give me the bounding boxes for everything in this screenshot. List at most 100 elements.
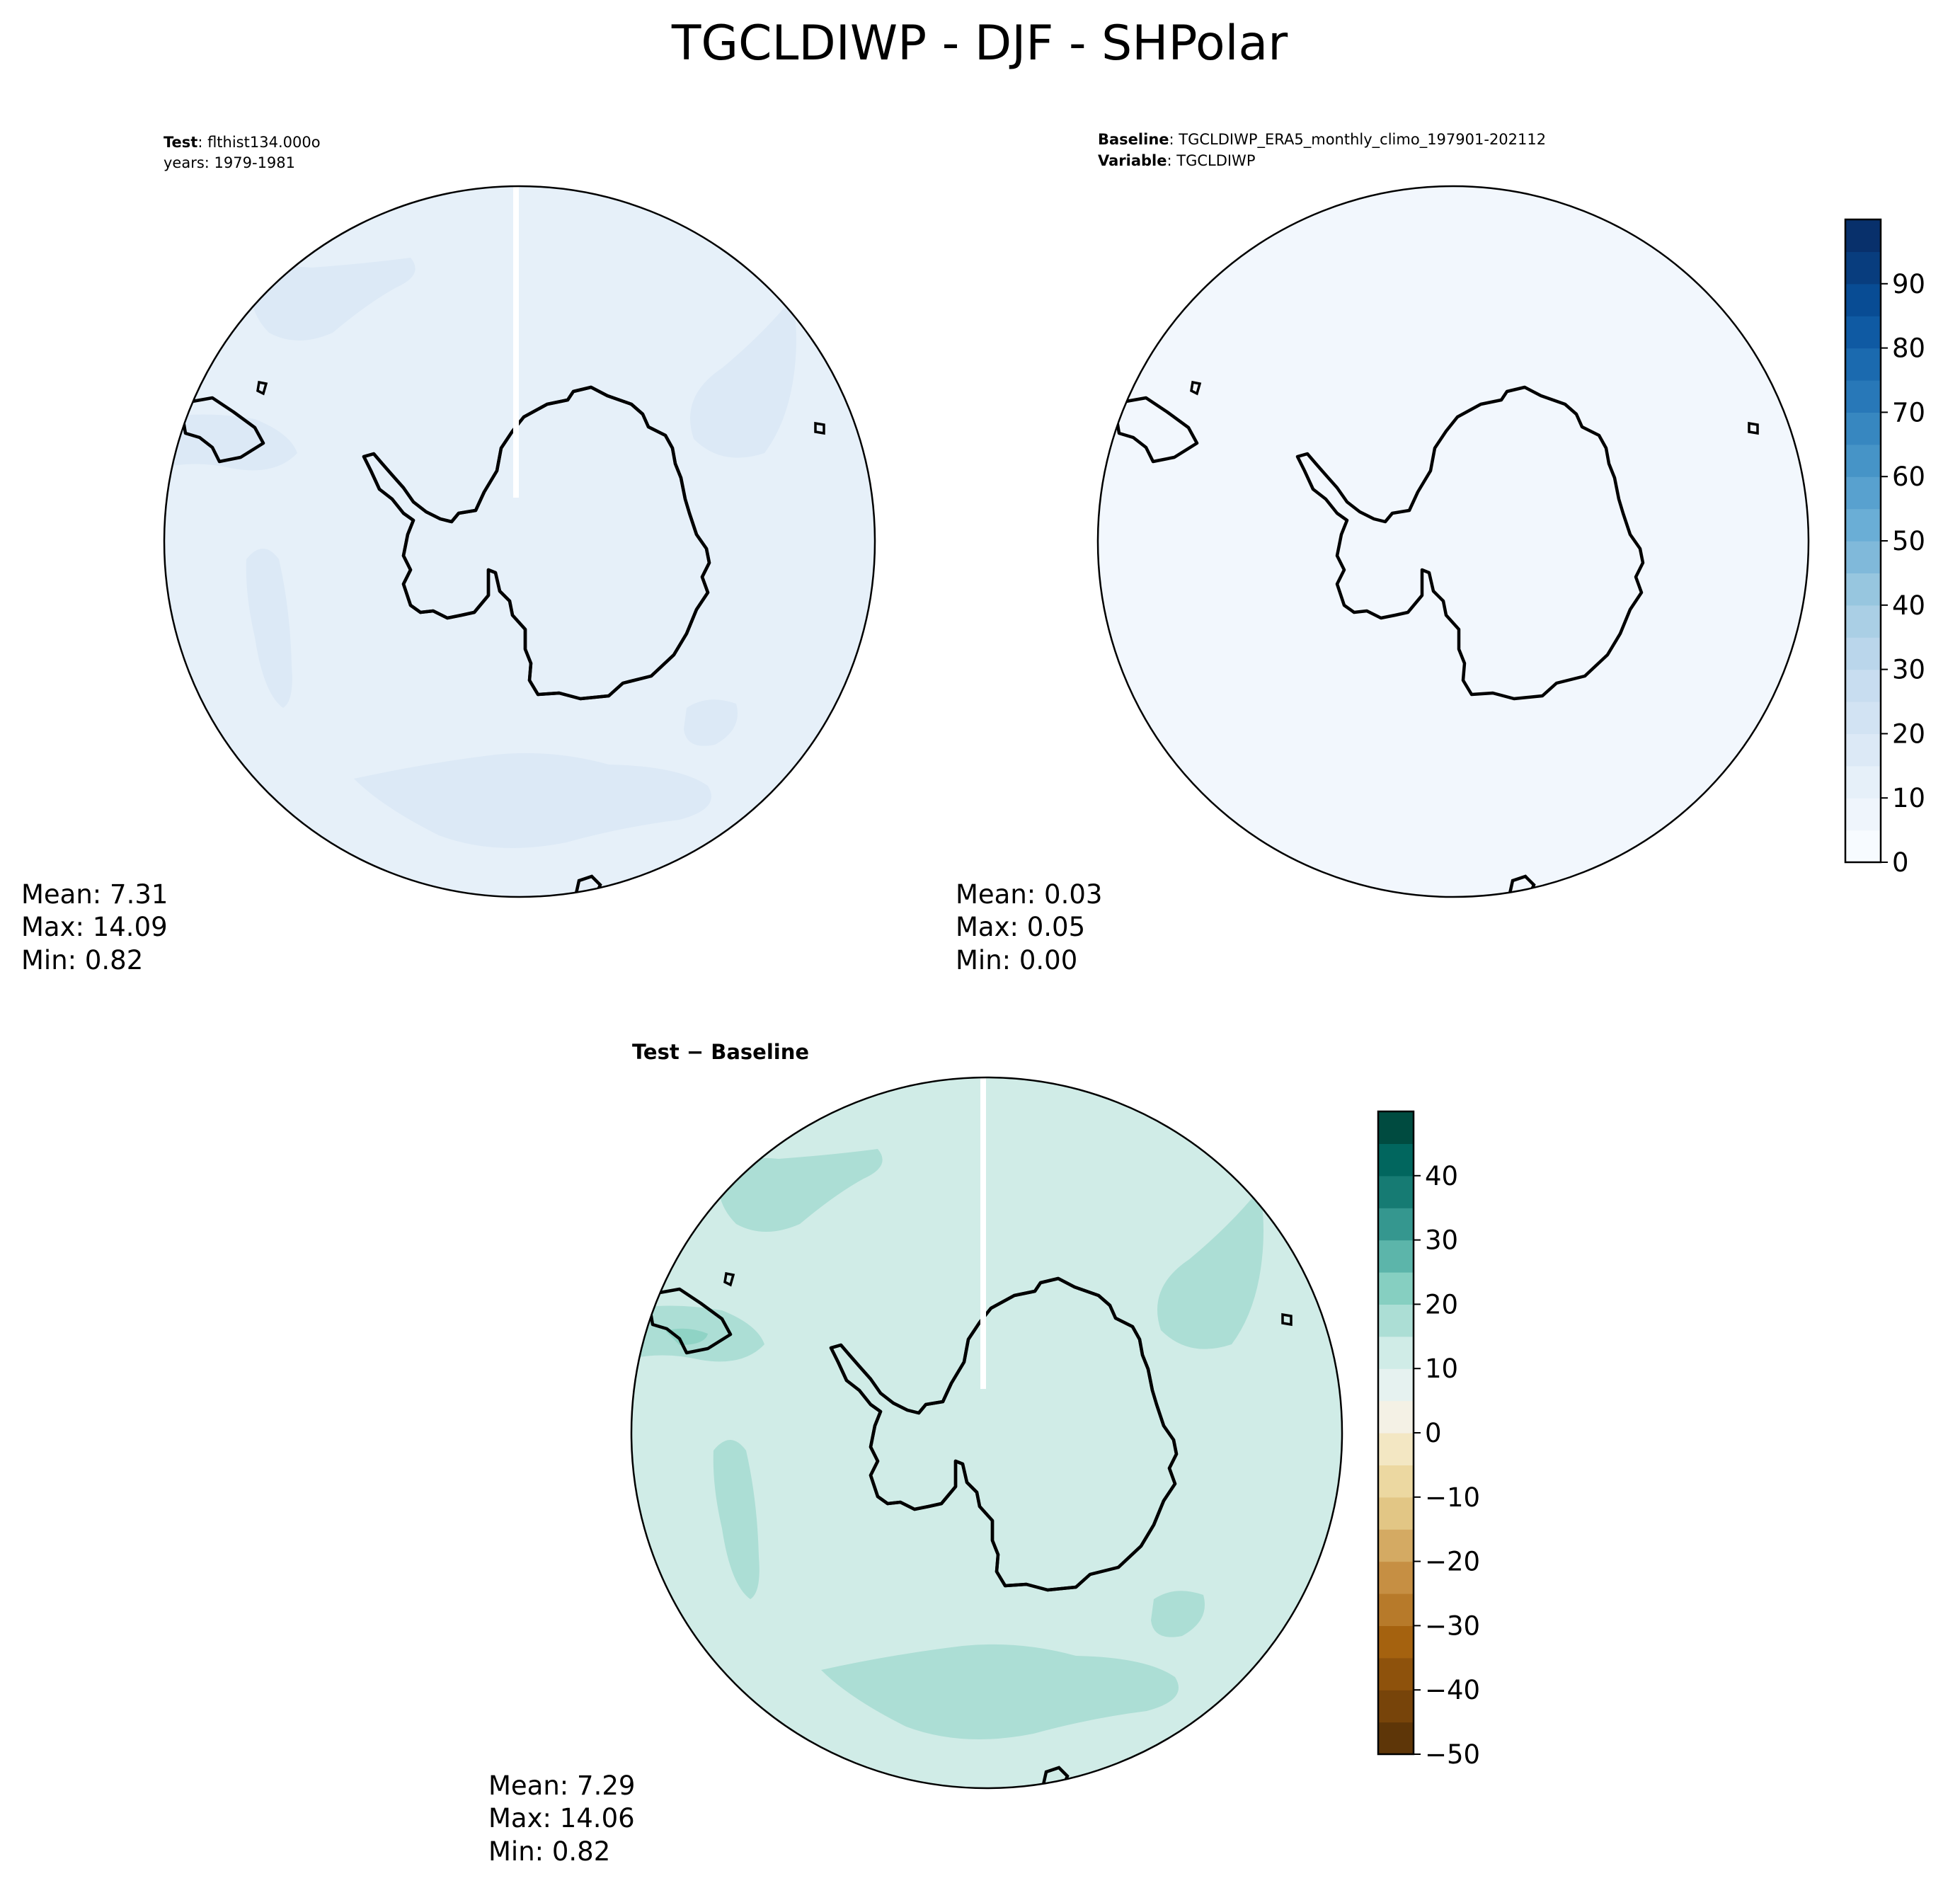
colorbar-blues-segment [1845, 412, 1881, 445]
baseline-map [1098, 186, 1809, 897]
diff-island-s [1041, 1766, 1070, 1788]
colorbar-blues-segment [1845, 765, 1881, 799]
colorbar-blues-tick-label: 50 [1892, 526, 1925, 556]
colorbar-brbg-segment [1378, 1111, 1414, 1144]
colorbar-brbg-segment [1378, 1208, 1414, 1241]
colorbar-brbg-tick-label: −40 [1425, 1675, 1480, 1705]
test-patch-peninsula [164, 414, 297, 471]
diff-island [723, 1271, 735, 1287]
baseline-header-line1: Baseline: TGCLDIWP_ERA5_monthly_climo_19… [1098, 131, 1546, 149]
colorbar-blues-segment [1845, 637, 1881, 670]
baseline-island-s [1508, 874, 1536, 897]
baseline-header-line2: Variable: TGCLDIWP [1098, 152, 1256, 169]
baseline-island [1190, 380, 1202, 396]
diff-patch-se [1151, 1591, 1205, 1637]
colorbar-brbg-segment [1378, 1368, 1414, 1402]
colorbar-blues-segment [1845, 219, 1881, 252]
test-map [164, 186, 875, 897]
variable-label: Variable [1098, 152, 1167, 169]
colorbar-blues-segment [1845, 733, 1881, 767]
baseline-south-america [1112, 396, 1199, 464]
diff-mean: Mean: 7.29 [488, 1770, 635, 1801]
diff-patch-ne [1157, 1189, 1263, 1349]
colorbar-brbg-segment [1378, 1722, 1414, 1755]
baseline-min: Min: 0.00 [956, 945, 1077, 976]
baseline-panel: Baseline: TGCLDIWP_ERA5_monthly_climo_19… [956, 131, 1810, 976]
baseline-island-e [1748, 421, 1759, 435]
test-max: Max: 14.09 [21, 912, 168, 942]
colorbar-blues-segment [1845, 251, 1881, 285]
diff-island-e [1281, 1312, 1293, 1327]
colorbar-blues-tick-label: 60 [1892, 462, 1925, 492]
colorbar-brbg-tick-label: 10 [1425, 1354, 1458, 1384]
colorbar-blues-segment [1845, 605, 1881, 638]
test-patch-nw [251, 258, 416, 341]
diff-max: Max: 14.06 [488, 1803, 635, 1833]
test-case-name: : flthist134.000o [197, 134, 320, 151]
colorbar-blues-segment [1845, 508, 1881, 542]
colorbar-brbg: −50 −40 −30 −20 −10 0 10 20 30 40 [1377, 1110, 1480, 1770]
variable-name: : TGCLDIWP [1167, 152, 1255, 169]
colorbar-blues: 0 10 20 30 40 50 60 70 80 90 [1844, 218, 1925, 878]
baseline-max: Max: 0.05 [956, 912, 1085, 942]
diff-south-america [646, 1287, 733, 1355]
test-header-line1: Test: flthist134.000o [164, 134, 321, 151]
diff-patch-west [713, 1440, 760, 1599]
baseline-field [1098, 186, 1809, 897]
baseline-mean: Mean: 0.03 [956, 879, 1102, 910]
colorbar-brbg-segment [1378, 1594, 1414, 1626]
colorbar-brbg-segment [1378, 1175, 1414, 1208]
colorbar-brbg-segment [1378, 1657, 1414, 1690]
test-seam [513, 186, 519, 498]
test-patch-se [684, 699, 738, 746]
colorbar-brbg-segment [1378, 1433, 1414, 1465]
baseline-map-border [1096, 185, 1810, 898]
colorbar-brbg-segment [1378, 1497, 1414, 1530]
colorbar-blues-segment [1845, 380, 1881, 413]
diff-min: Min: 0.82 [488, 1836, 610, 1867]
colorbar-brbg-segment [1378, 1272, 1414, 1305]
diff-patch-nw [718, 1149, 883, 1232]
colorbar-blues-segment [1845, 444, 1881, 477]
colorbar-brbg-tick-label: 20 [1425, 1289, 1458, 1320]
colorbar-brbg-segment [1378, 1690, 1414, 1723]
colorbar-brbg-tick-label: 30 [1425, 1225, 1458, 1256]
test-patch-south [354, 753, 711, 848]
test-panel: Test: flthist134.000o years: 1979-1981 M… [21, 134, 876, 976]
baseline-case-name: : TGCLDIWP_ERA5_monthly_climo_197901-202… [1169, 131, 1547, 149]
test-south-america [178, 396, 265, 464]
colorbar-blues-tick-label: 0 [1892, 847, 1909, 878]
colorbar-brbg-segment [1378, 1304, 1414, 1337]
colorbar-blues-segment [1845, 476, 1881, 510]
colorbar-brbg-segment [1378, 1465, 1414, 1498]
colorbar-blues-segment [1845, 541, 1881, 573]
test-patch-west [246, 549, 292, 708]
baseline-label: Baseline [1098, 131, 1169, 148]
colorbar-brbg-segment [1378, 1143, 1414, 1177]
colorbar-blues-segment [1845, 702, 1881, 734]
colorbar-brbg-segment [1378, 1625, 1414, 1659]
test-island [256, 380, 268, 396]
colorbar-brbg-tick-label: −20 [1425, 1547, 1480, 1577]
colorbar-brbg-segment [1378, 1240, 1414, 1273]
test-island-s [574, 874, 602, 897]
colorbar-blues-tick-label: 20 [1892, 719, 1925, 749]
test-min: Min: 0.82 [21, 945, 143, 976]
colorbar-blues-segment [1845, 830, 1881, 863]
test-mean: Mean: 7.31 [21, 879, 168, 910]
colorbar-blues-tick-label: 80 [1892, 333, 1925, 364]
colorbar-brbg-segment [1378, 1336, 1414, 1369]
test-years: years: 1979-1981 [164, 154, 295, 171]
test-patch-ne [690, 297, 796, 458]
colorbar-blues-segment [1845, 348, 1881, 381]
diff-map [631, 1077, 1342, 1788]
colorbar-brbg-tick-label: −30 [1425, 1610, 1480, 1641]
colorbar-brbg-segment [1378, 1400, 1414, 1434]
colorbar-blues-tick-label: 90 [1892, 269, 1925, 299]
colorbar-blues-segment [1845, 316, 1881, 349]
colorbar-brbg-tick-label: 0 [1425, 1418, 1442, 1448]
test-map-border [163, 185, 876, 898]
colorbar-brbg-tick-label: −50 [1425, 1739, 1480, 1770]
colorbar-blues-segment [1845, 669, 1881, 702]
